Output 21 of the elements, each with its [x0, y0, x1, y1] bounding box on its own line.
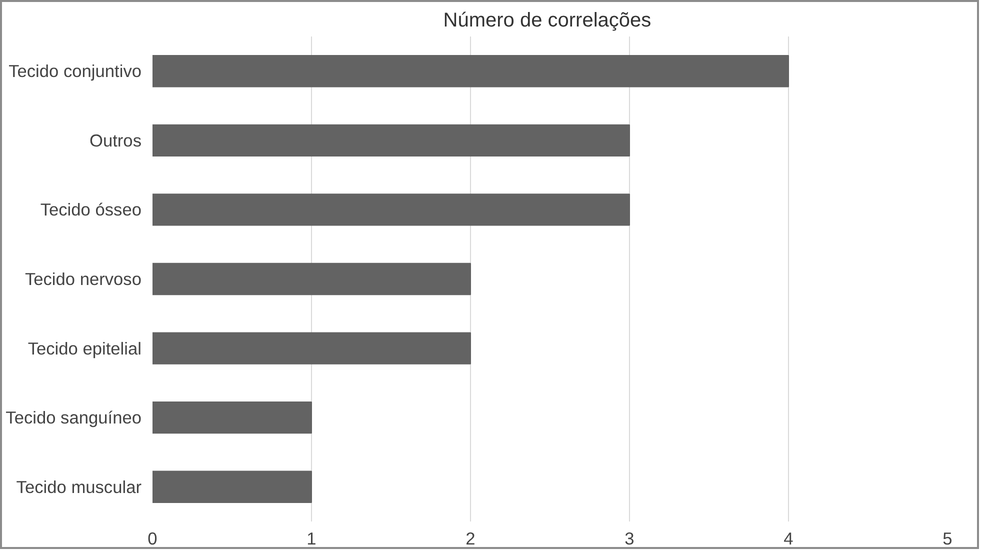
y-tick-label: Tecido ósseo — [40, 200, 142, 220]
x-tick-label: 2 — [466, 528, 476, 548]
x-tick-label: 4 — [784, 528, 794, 548]
x-tick-label: 1 — [306, 528, 316, 548]
bar — [152, 470, 312, 503]
chart-title: Número de correlações — [443, 10, 652, 32]
bar — [152, 262, 471, 296]
y-tick-label: Outros — [90, 130, 142, 150]
y-tick-label: Tecido muscular — [16, 476, 142, 497]
bar — [152, 332, 471, 364]
y-tick-label: Tecido nervoso — [24, 269, 142, 289]
y-tick-label: Tecido conjuntivo — [8, 61, 142, 82]
y-tick-label: Tecido sanguíneo — [6, 408, 142, 428]
x-tick-label: 5 — [942, 528, 952, 548]
y-tick-label: Tecido epitelial — [28, 338, 142, 358]
x-tick-label: 0 — [148, 528, 158, 548]
bar — [152, 55, 789, 88]
bar — [152, 194, 630, 226]
bar — [152, 401, 312, 434]
bar — [152, 124, 630, 157]
x-tick-label: 3 — [624, 528, 634, 548]
